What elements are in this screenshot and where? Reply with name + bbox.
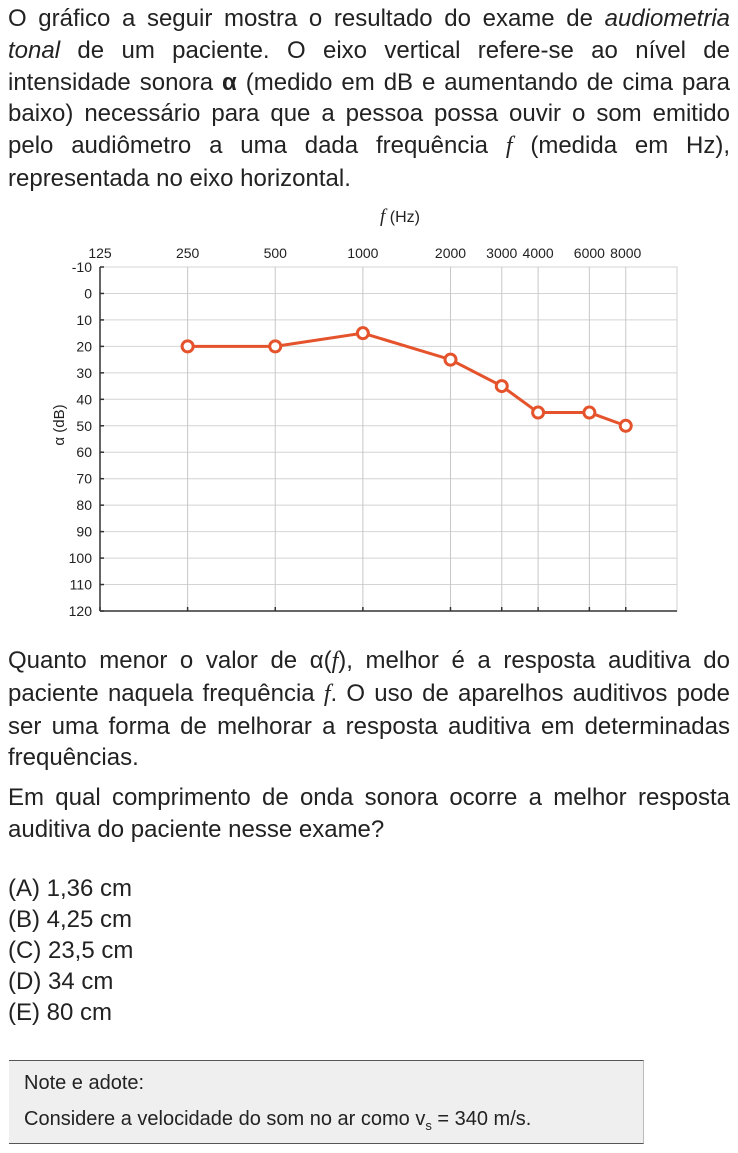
option: (C) 23,5 cm (8, 937, 134, 964)
y-axis-label: α (dB) (51, 404, 68, 445)
x-tick-label: 2000 (435, 245, 466, 261)
text: Quanto menor o valor de α( (8, 647, 332, 674)
text: de um paciente. O eixo vertical refere-s… (8, 36, 730, 96)
point (268, 339, 283, 354)
text: ), melhor é a resposta auditiva do pacie… (8, 647, 730, 707)
text: Considere a velocidade do som no ar como… (24, 1108, 426, 1130)
text: f (331, 648, 339, 674)
text: O gráfico a seguir mostra o resultado do… (8, 5, 605, 32)
y-tick-label: 70 (76, 471, 92, 487)
y-tick-label: 80 (76, 497, 92, 513)
x-tick-label: 6000 (574, 245, 605, 261)
text: f (380, 206, 388, 227)
point (355, 326, 370, 341)
line (187, 331, 627, 428)
y-tick-label: 20 (76, 338, 92, 354)
x-tick-label: 4000 (523, 245, 554, 261)
note-text: Considere a velocidade do som no ar como… (24, 1108, 531, 1133)
text: (medida em Hz), representada no eixo hor… (8, 132, 730, 192)
intro: O gráfico a seguir mostra o resultado do… (8, 3, 730, 195)
x-axis-label: f (Hz) (380, 206, 420, 227)
x-tick-label: 3000 (486, 245, 517, 261)
text: . O uso de aparelhos auditivos pode ser … (8, 679, 730, 772)
note-title: Note e adote: (24, 1072, 145, 1094)
point (180, 339, 195, 354)
y-tick-label: 0 (84, 285, 92, 301)
text: α (222, 68, 237, 96)
y-tick-label: 120 (69, 603, 93, 619)
text: s (425, 1118, 432, 1133)
x-tick-label: 8000 (610, 245, 641, 261)
y-tick-label: 100 (69, 550, 93, 566)
x-tick-label: 500 (264, 245, 288, 261)
point (618, 418, 633, 433)
x-tick-label: 1000 (347, 245, 378, 261)
chart: f (Hz) α (dB) -10 0 10 20 30 40 50 60 70 80 90 100 1… (51, 206, 678, 619)
option: (B) 4,25 cm (8, 906, 133, 933)
text: f (505, 133, 513, 160)
question: Em qual comprimento de onda sonora ocorr… (8, 784, 730, 843)
text: = 340 m/s. (431, 1108, 532, 1130)
x-tick-label: 250 (176, 245, 200, 261)
y-tick-label: 90 (76, 524, 92, 540)
y-tick-label: 30 (76, 365, 92, 381)
text: (Hz) (385, 209, 420, 226)
option: (E) 80 cm (8, 999, 113, 1026)
explanation: Quanto menor o valor de α(f), melhor é a… (8, 645, 730, 774)
option: (A) 1,36 cm (8, 875, 133, 902)
note-box: Note e adote: Considere a velocidade do … (9, 1060, 644, 1144)
text: (medido em dB e aumentando de cima para … (8, 68, 730, 160)
plot-area (99, 266, 678, 612)
y-tick-label: 10 (76, 312, 92, 328)
y-tick-label: 50 (76, 418, 92, 434)
point (443, 352, 458, 367)
y-tick-label: 40 (76, 391, 92, 407)
y-tick-label: 110 (70, 577, 93, 593)
y-tick-label: -10 (72, 259, 92, 275)
text: f (323, 680, 331, 707)
point (582, 405, 597, 420)
x-tick-label: 125 (88, 245, 112, 261)
point (494, 379, 509, 394)
option: (D) 34 cm (8, 968, 114, 995)
point (531, 405, 546, 420)
text: audiometria tonal (8, 5, 730, 64)
y-tick-label: 60 (76, 444, 92, 460)
